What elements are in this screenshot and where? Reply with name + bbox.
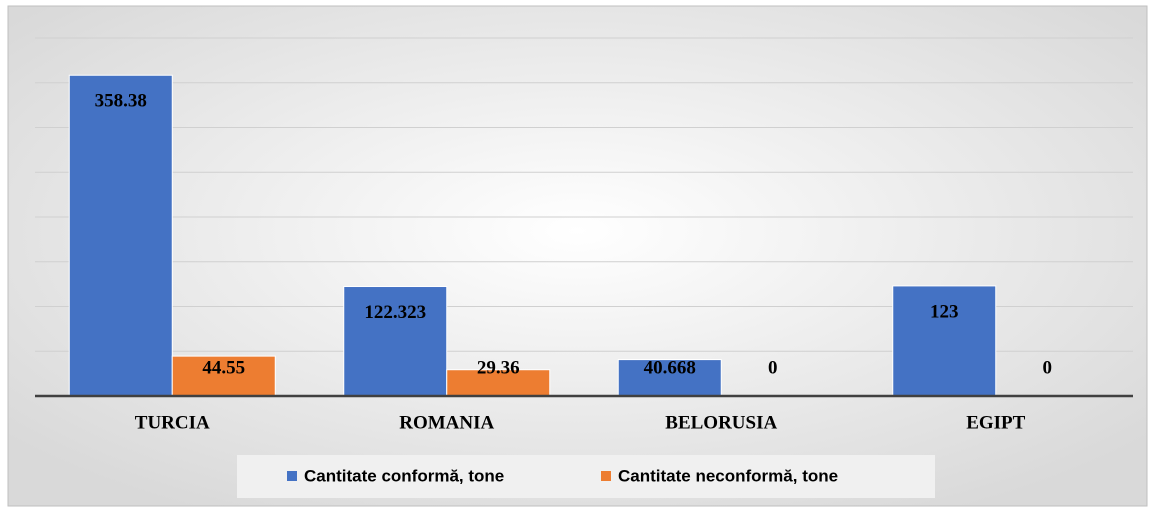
legend-swatch xyxy=(601,471,611,481)
bar xyxy=(171,355,276,397)
bar xyxy=(68,74,173,397)
data-label: 358.38 xyxy=(95,91,147,112)
chart-area xyxy=(7,5,1148,507)
legend-swatch xyxy=(287,471,297,481)
legend-label: Cantitate neconformă, tone xyxy=(618,466,838,485)
x-tick-label: ROMANIA xyxy=(399,412,494,433)
data-label: 0 xyxy=(768,357,778,378)
legend-box xyxy=(237,455,935,498)
data-label: 29.36 xyxy=(477,357,520,378)
x-tick-label: BELORUSIA xyxy=(665,412,777,433)
x-tick-label: EGIPT xyxy=(966,412,1025,433)
legend-label: Cantitate conformă, tone xyxy=(304,466,504,485)
bar xyxy=(343,286,448,397)
data-label: 122.323 xyxy=(364,302,426,323)
data-label: 44.55 xyxy=(202,357,245,378)
bar xyxy=(446,369,551,397)
data-label: 40.668 xyxy=(644,357,696,378)
x-tick-label: TURCIA xyxy=(135,412,210,433)
data-label: 123 xyxy=(930,301,959,322)
data-label: 0 xyxy=(1043,357,1053,378)
